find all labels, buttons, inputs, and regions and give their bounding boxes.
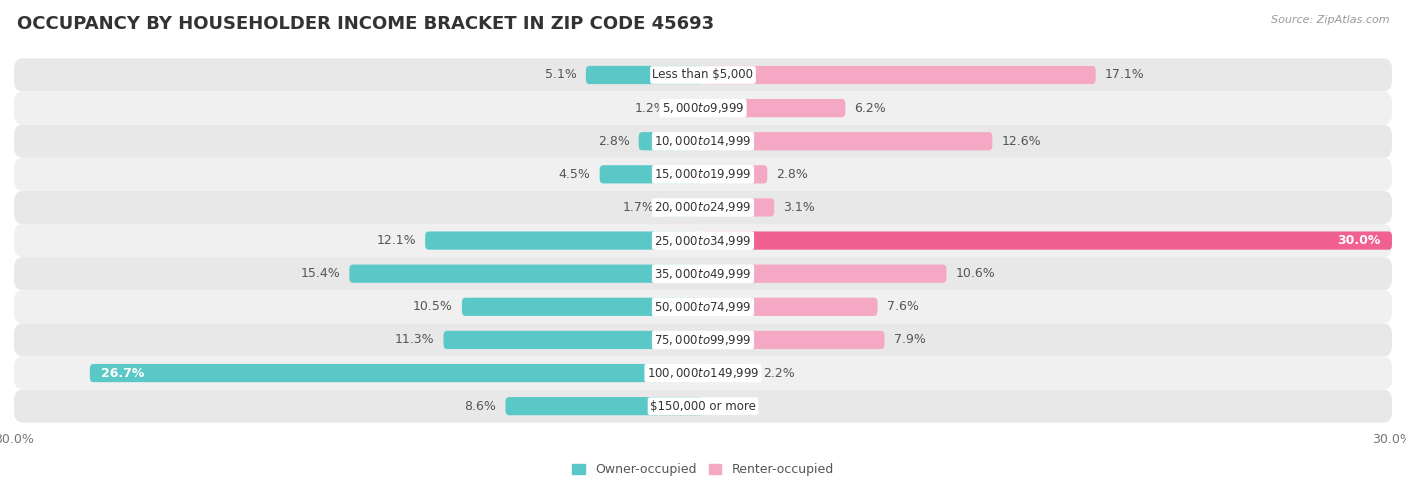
FancyBboxPatch shape	[703, 298, 877, 316]
Text: $10,000 to $14,999: $10,000 to $14,999	[654, 134, 752, 148]
FancyBboxPatch shape	[425, 231, 703, 250]
Text: 6.2%: 6.2%	[855, 102, 886, 115]
Text: 12.1%: 12.1%	[377, 234, 416, 247]
Text: 5.1%: 5.1%	[544, 69, 576, 82]
FancyBboxPatch shape	[599, 165, 703, 183]
FancyBboxPatch shape	[14, 191, 1392, 224]
FancyBboxPatch shape	[461, 298, 703, 316]
Text: $25,000 to $34,999: $25,000 to $34,999	[654, 234, 752, 247]
Legend: Owner-occupied, Renter-occupied: Owner-occupied, Renter-occupied	[568, 458, 838, 481]
Text: 10.6%: 10.6%	[956, 267, 995, 280]
Text: 3.1%: 3.1%	[783, 201, 815, 214]
FancyBboxPatch shape	[14, 58, 1392, 91]
FancyBboxPatch shape	[703, 99, 845, 117]
Text: Less than $5,000: Less than $5,000	[652, 69, 754, 82]
FancyBboxPatch shape	[14, 290, 1392, 323]
Text: $150,000 or more: $150,000 or more	[650, 399, 756, 413]
Text: $5,000 to $9,999: $5,000 to $9,999	[662, 101, 744, 115]
FancyBboxPatch shape	[703, 165, 768, 183]
FancyBboxPatch shape	[703, 331, 884, 349]
FancyBboxPatch shape	[90, 364, 703, 382]
Text: 0.0%: 0.0%	[713, 399, 744, 413]
Text: 17.1%: 17.1%	[1105, 69, 1144, 82]
FancyBboxPatch shape	[14, 390, 1392, 423]
FancyBboxPatch shape	[664, 198, 703, 217]
Text: 26.7%: 26.7%	[101, 366, 145, 380]
Text: 15.4%: 15.4%	[301, 267, 340, 280]
Text: 8.6%: 8.6%	[464, 399, 496, 413]
FancyBboxPatch shape	[14, 91, 1392, 125]
FancyBboxPatch shape	[703, 364, 754, 382]
Text: $50,000 to $74,999: $50,000 to $74,999	[654, 300, 752, 314]
Text: 12.6%: 12.6%	[1001, 135, 1042, 148]
FancyBboxPatch shape	[443, 331, 703, 349]
FancyBboxPatch shape	[14, 257, 1392, 290]
Text: 7.6%: 7.6%	[887, 300, 918, 313]
Text: 10.5%: 10.5%	[413, 300, 453, 313]
FancyBboxPatch shape	[703, 132, 993, 150]
FancyBboxPatch shape	[703, 264, 946, 283]
Text: $15,000 to $19,999: $15,000 to $19,999	[654, 167, 752, 181]
Text: 1.7%: 1.7%	[623, 201, 655, 214]
Text: 1.2%: 1.2%	[634, 102, 666, 115]
Text: $75,000 to $99,999: $75,000 to $99,999	[654, 333, 752, 347]
Text: OCCUPANCY BY HOUSEHOLDER INCOME BRACKET IN ZIP CODE 45693: OCCUPANCY BY HOUSEHOLDER INCOME BRACKET …	[17, 15, 714, 33]
FancyBboxPatch shape	[703, 198, 775, 217]
Text: $20,000 to $24,999: $20,000 to $24,999	[654, 200, 752, 214]
FancyBboxPatch shape	[349, 264, 703, 283]
FancyBboxPatch shape	[703, 66, 1095, 84]
Text: 2.2%: 2.2%	[762, 366, 794, 380]
FancyBboxPatch shape	[14, 125, 1392, 158]
FancyBboxPatch shape	[14, 224, 1392, 257]
Text: 30.0%: 30.0%	[1337, 234, 1381, 247]
FancyBboxPatch shape	[586, 66, 703, 84]
Text: 4.5%: 4.5%	[558, 168, 591, 181]
Text: 2.8%: 2.8%	[598, 135, 630, 148]
Text: $100,000 to $149,999: $100,000 to $149,999	[647, 366, 759, 380]
FancyBboxPatch shape	[14, 158, 1392, 191]
FancyBboxPatch shape	[506, 397, 703, 415]
Text: Source: ZipAtlas.com: Source: ZipAtlas.com	[1271, 15, 1389, 25]
Text: 11.3%: 11.3%	[395, 333, 434, 347]
FancyBboxPatch shape	[703, 231, 1392, 250]
FancyBboxPatch shape	[675, 99, 703, 117]
Text: 2.8%: 2.8%	[776, 168, 808, 181]
Text: 7.9%: 7.9%	[894, 333, 925, 347]
FancyBboxPatch shape	[14, 323, 1392, 356]
Text: $35,000 to $49,999: $35,000 to $49,999	[654, 267, 752, 281]
FancyBboxPatch shape	[14, 356, 1392, 390]
FancyBboxPatch shape	[638, 132, 703, 150]
